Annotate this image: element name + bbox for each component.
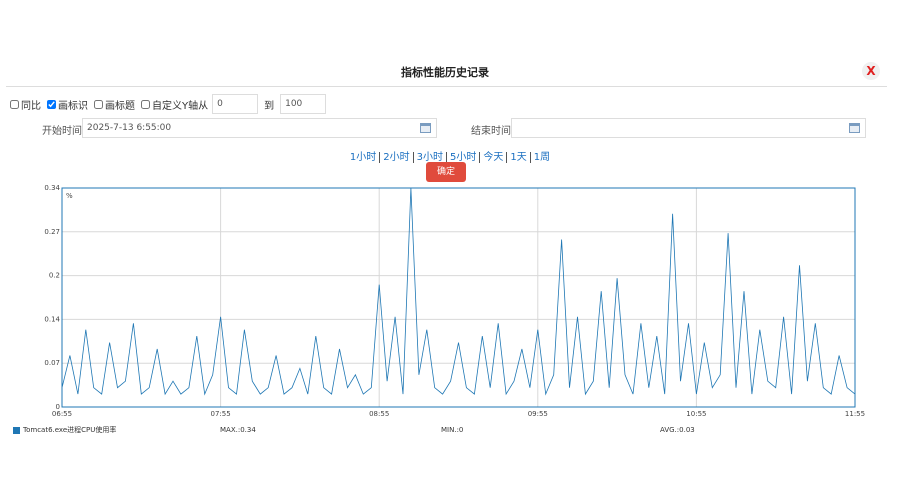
x-tick-label: 10:55 <box>686 410 706 418</box>
time-row: 开始时间 结束时间 <box>0 118 900 138</box>
y-to-input[interactable] <box>280 94 327 114</box>
option-label: 画标题 <box>105 100 135 112</box>
y-tick-label: 0.14 <box>44 315 60 323</box>
x-tick-label: 11:55 <box>845 410 865 418</box>
option-label: 画标识 <box>58 100 88 112</box>
option-label: 同比 <box>21 100 41 112</box>
y-from-input[interactable] <box>212 94 259 114</box>
option[interactable]: 画标识 <box>45 97 88 112</box>
stat-min: MIN.:0 <box>441 426 464 434</box>
legend-label: Tomcat6.exe进程CPU使用率 <box>23 426 117 434</box>
x-tick-label: 06:55 <box>52 410 72 418</box>
plot-frame <box>61 187 856 408</box>
range-link[interactable]: 5小时 <box>446 152 480 163</box>
confirm-button[interactable]: 确定 <box>426 162 466 182</box>
range-link[interactable]: 1天 <box>506 152 530 163</box>
option[interactable]: 自定义Y轴从 <box>139 97 208 112</box>
unit-label: % <box>66 192 73 200</box>
option-label: 自定义Y轴从 <box>152 100 209 112</box>
x-tick-label: 09:55 <box>528 410 548 418</box>
x-tick-label: 07:55 <box>211 410 231 418</box>
y-tick-label: 0 <box>56 403 60 411</box>
dialog-title: 指标性能历史记录 <box>401 66 489 79</box>
range-link[interactable]: 3小时 <box>412 152 446 163</box>
y-tick-label: 0.34 <box>44 184 60 192</box>
y-tick-label: 0.07 <box>44 359 60 367</box>
x-tick-label: 08:55 <box>369 410 389 418</box>
divider <box>6 86 887 87</box>
range-link[interactable]: 1小时 <box>349 152 377 163</box>
start-label: 开始时间 <box>42 126 82 137</box>
stat-avg: AVG.:0.03 <box>660 426 695 434</box>
end-input[interactable] <box>511 118 866 138</box>
quick-ranges: 1小时 2小时 3小时 5小时 今天 1天 1周 <box>0 148 900 163</box>
range-link[interactable]: 今天 <box>479 152 507 163</box>
options-row: 同比 画标识 画标题 自定义Y轴从 到 <box>8 94 327 114</box>
legend-swatch <box>13 427 20 434</box>
chart: 0 0.07 0.14 0.2 0.27 0.34 06:55 07:55 08:55 09:55… <box>44 184 865 418</box>
data-line <box>61 187 856 396</box>
checkbox[interactable] <box>94 99 103 109</box>
start-input[interactable] <box>82 118 437 138</box>
close-button[interactable]: X <box>862 62 880 80</box>
range-link[interactable]: 2小时 <box>379 152 413 163</box>
to-label: 到 <box>264 100 275 112</box>
calendar-icon[interactable] <box>849 123 860 133</box>
stat-max: MAX.:0.34 <box>220 426 256 434</box>
checkbox[interactable] <box>10 99 19 109</box>
calendar-icon[interactable] <box>420 123 431 133</box>
legend: Tomcat6.exe进程CPU使用率 MAX.:0.34 MIN.:0 AVG… <box>12 425 892 437</box>
y-tick-label: 0.27 <box>44 228 60 236</box>
option[interactable]: 同比 <box>8 97 41 112</box>
end-label: 结束时间 <box>471 126 511 137</box>
range-link[interactable]: 1周 <box>529 152 554 163</box>
checkbox[interactable] <box>141 99 150 109</box>
option[interactable]: 画标题 <box>92 97 135 112</box>
checkbox[interactable] <box>47 99 56 109</box>
y-tick-label: 0.2 <box>49 272 60 280</box>
